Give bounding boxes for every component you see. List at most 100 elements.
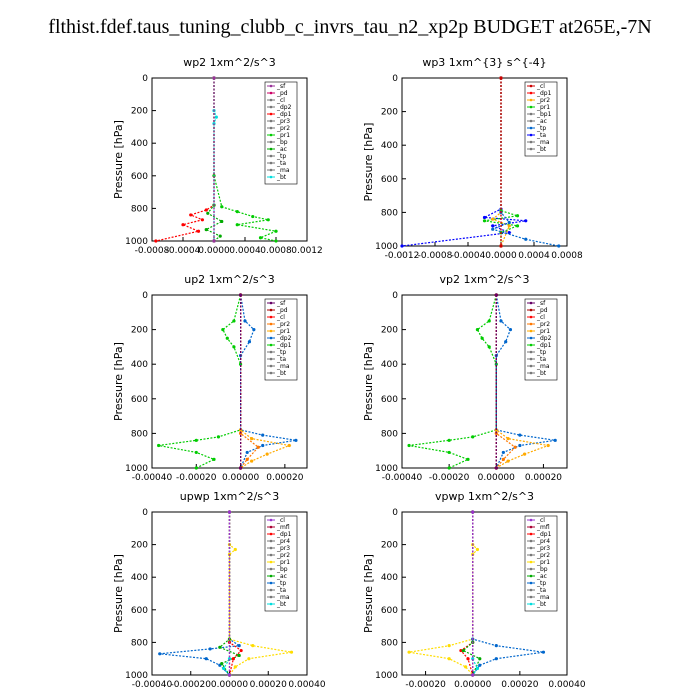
- legend-item: _ta: [536, 132, 546, 139]
- data-point: [204, 227, 208, 232]
- data-point: [232, 319, 236, 323]
- legend-item: _pr3: [276, 545, 290, 552]
- data-point: [245, 450, 249, 455]
- data-point: [557, 244, 561, 248]
- legend-item: _ac: [276, 573, 287, 580]
- y-tick-label: 600: [381, 395, 398, 405]
- legend-item: _pr2: [536, 97, 550, 104]
- chart-panel-5: upwp 1xm^2/s^3 0 200 400 600 800 1000-0.00040-…: [112, 490, 326, 690]
- x-tick-label: 0.00020: [250, 680, 287, 690]
- legend-marker: [529, 553, 533, 557]
- legend-marker: [269, 532, 273, 536]
- data-point: [233, 547, 237, 552]
- legend: _cl_mfl_dp1_pr4_pr3_pr2_pr1_bp_ac_tp_ta_…: [524, 515, 558, 612]
- x-tick-label: 0.0008: [551, 251, 583, 261]
- legend-marker: [269, 364, 273, 368]
- data-point: [501, 450, 505, 455]
- x-tick-label: -0.00040: [382, 473, 423, 483]
- legend-item: _bp: [276, 566, 288, 573]
- legend-marker: [269, 112, 273, 116]
- legend-marker: [529, 308, 533, 312]
- y-tick-label: 1000: [375, 464, 398, 474]
- x-tick-label: 0.00020: [501, 680, 538, 690]
- x-tick-label: 0.0012: [291, 246, 323, 256]
- legend-item: _tp: [276, 349, 286, 356]
- legend-marker: [269, 147, 273, 151]
- x-tick-label: -0.0004: [166, 246, 201, 256]
- data-point: [157, 443, 161, 448]
- legend-item: _ma: [276, 363, 290, 370]
- y-axis-label: Pressure [hPa]: [112, 554, 125, 633]
- legend-marker: [529, 105, 533, 109]
- data-point: [256, 445, 260, 449]
- y-tick-label: 600: [131, 395, 148, 405]
- legend-marker: [269, 168, 273, 172]
- data-point: [252, 328, 256, 332]
- legend-item: _ma: [536, 594, 550, 601]
- legend-marker: [529, 301, 533, 305]
- legend-item: _pd: [536, 307, 548, 314]
- series-pr2: [494, 293, 517, 470]
- legend-marker: [269, 308, 273, 312]
- series-line: [240, 295, 260, 469]
- legend-marker: [269, 560, 273, 564]
- data-point: [194, 466, 198, 470]
- panel-title: wp3 1xm^{3} s^{-4}: [422, 56, 546, 69]
- data-point: [235, 210, 239, 214]
- legend-item: _ac: [536, 573, 547, 580]
- legend-item: _sf: [276, 300, 286, 307]
- plot-frame: [401, 294, 568, 469]
- legend: _cl_dp1_pr2_pr1_bp1_ac_tp_ta_ma_bt: [524, 81, 558, 157]
- y-tick-label: 200: [381, 326, 398, 336]
- y-tick-label: 400: [131, 573, 148, 583]
- legend-marker: [269, 175, 273, 179]
- legend-marker: [269, 154, 273, 158]
- y-tick-label: 800: [131, 638, 148, 648]
- y-tick-label: 0: [142, 508, 148, 518]
- data-point: [214, 115, 218, 119]
- data-point: [507, 220, 511, 225]
- legend-item: _pr1: [536, 104, 550, 111]
- y-tick-label: 600: [381, 175, 398, 185]
- chart-panel-2: wp3 1xm^{3} s^{-4}02004006008001000-0.00…: [362, 56, 583, 261]
- data-point: [466, 457, 470, 461]
- plot-frame: [151, 77, 308, 242]
- data-point: [196, 229, 201, 233]
- legend-item: _bt: [276, 370, 287, 377]
- data-point: [471, 657, 475, 661]
- legend-item: _cl: [536, 83, 545, 90]
- legend-marker: [529, 343, 533, 347]
- chart-panel-6: vpwp 1xm^2/s^3 0 200 400 600 800 1000 -0.00020 0…: [362, 490, 586, 690]
- legend-marker: [269, 119, 273, 123]
- series-line: [158, 294, 242, 469]
- legend-marker: [269, 350, 273, 354]
- data-point: [247, 340, 252, 344]
- legend-item: _sf: [276, 83, 286, 90]
- legend-item: _bt: [276, 174, 287, 181]
- legend-item: _ma: [276, 167, 290, 174]
- legend-item: _sf: [536, 300, 546, 307]
- data-point: [471, 510, 475, 514]
- y-tick-label: 1000: [125, 464, 148, 474]
- data-point: [181, 223, 185, 227]
- y-tick-label: 0: [142, 291, 148, 301]
- legend-marker: [269, 126, 273, 130]
- x-tick-label: 0.0000: [485, 251, 517, 261]
- legend-item: _ma: [276, 594, 290, 601]
- legend-marker: [529, 98, 533, 102]
- data-point: [471, 673, 475, 677]
- series-line: [228, 512, 243, 676]
- legend-marker: [269, 357, 273, 361]
- legend-marker: [269, 105, 273, 109]
- legend-item: _pr1: [276, 132, 290, 139]
- data-point: [506, 459, 510, 463]
- legend-item: _dp1: [276, 342, 292, 349]
- legend-item: _bp: [536, 566, 548, 573]
- legend-item: _mfl: [536, 524, 550, 531]
- data-point: [491, 227, 495, 231]
- data-point: [407, 650, 411, 654]
- data-point: [447, 450, 451, 455]
- legend-marker: [529, 322, 533, 326]
- legend-item: _cl: [536, 517, 545, 524]
- legend-marker: [529, 364, 533, 368]
